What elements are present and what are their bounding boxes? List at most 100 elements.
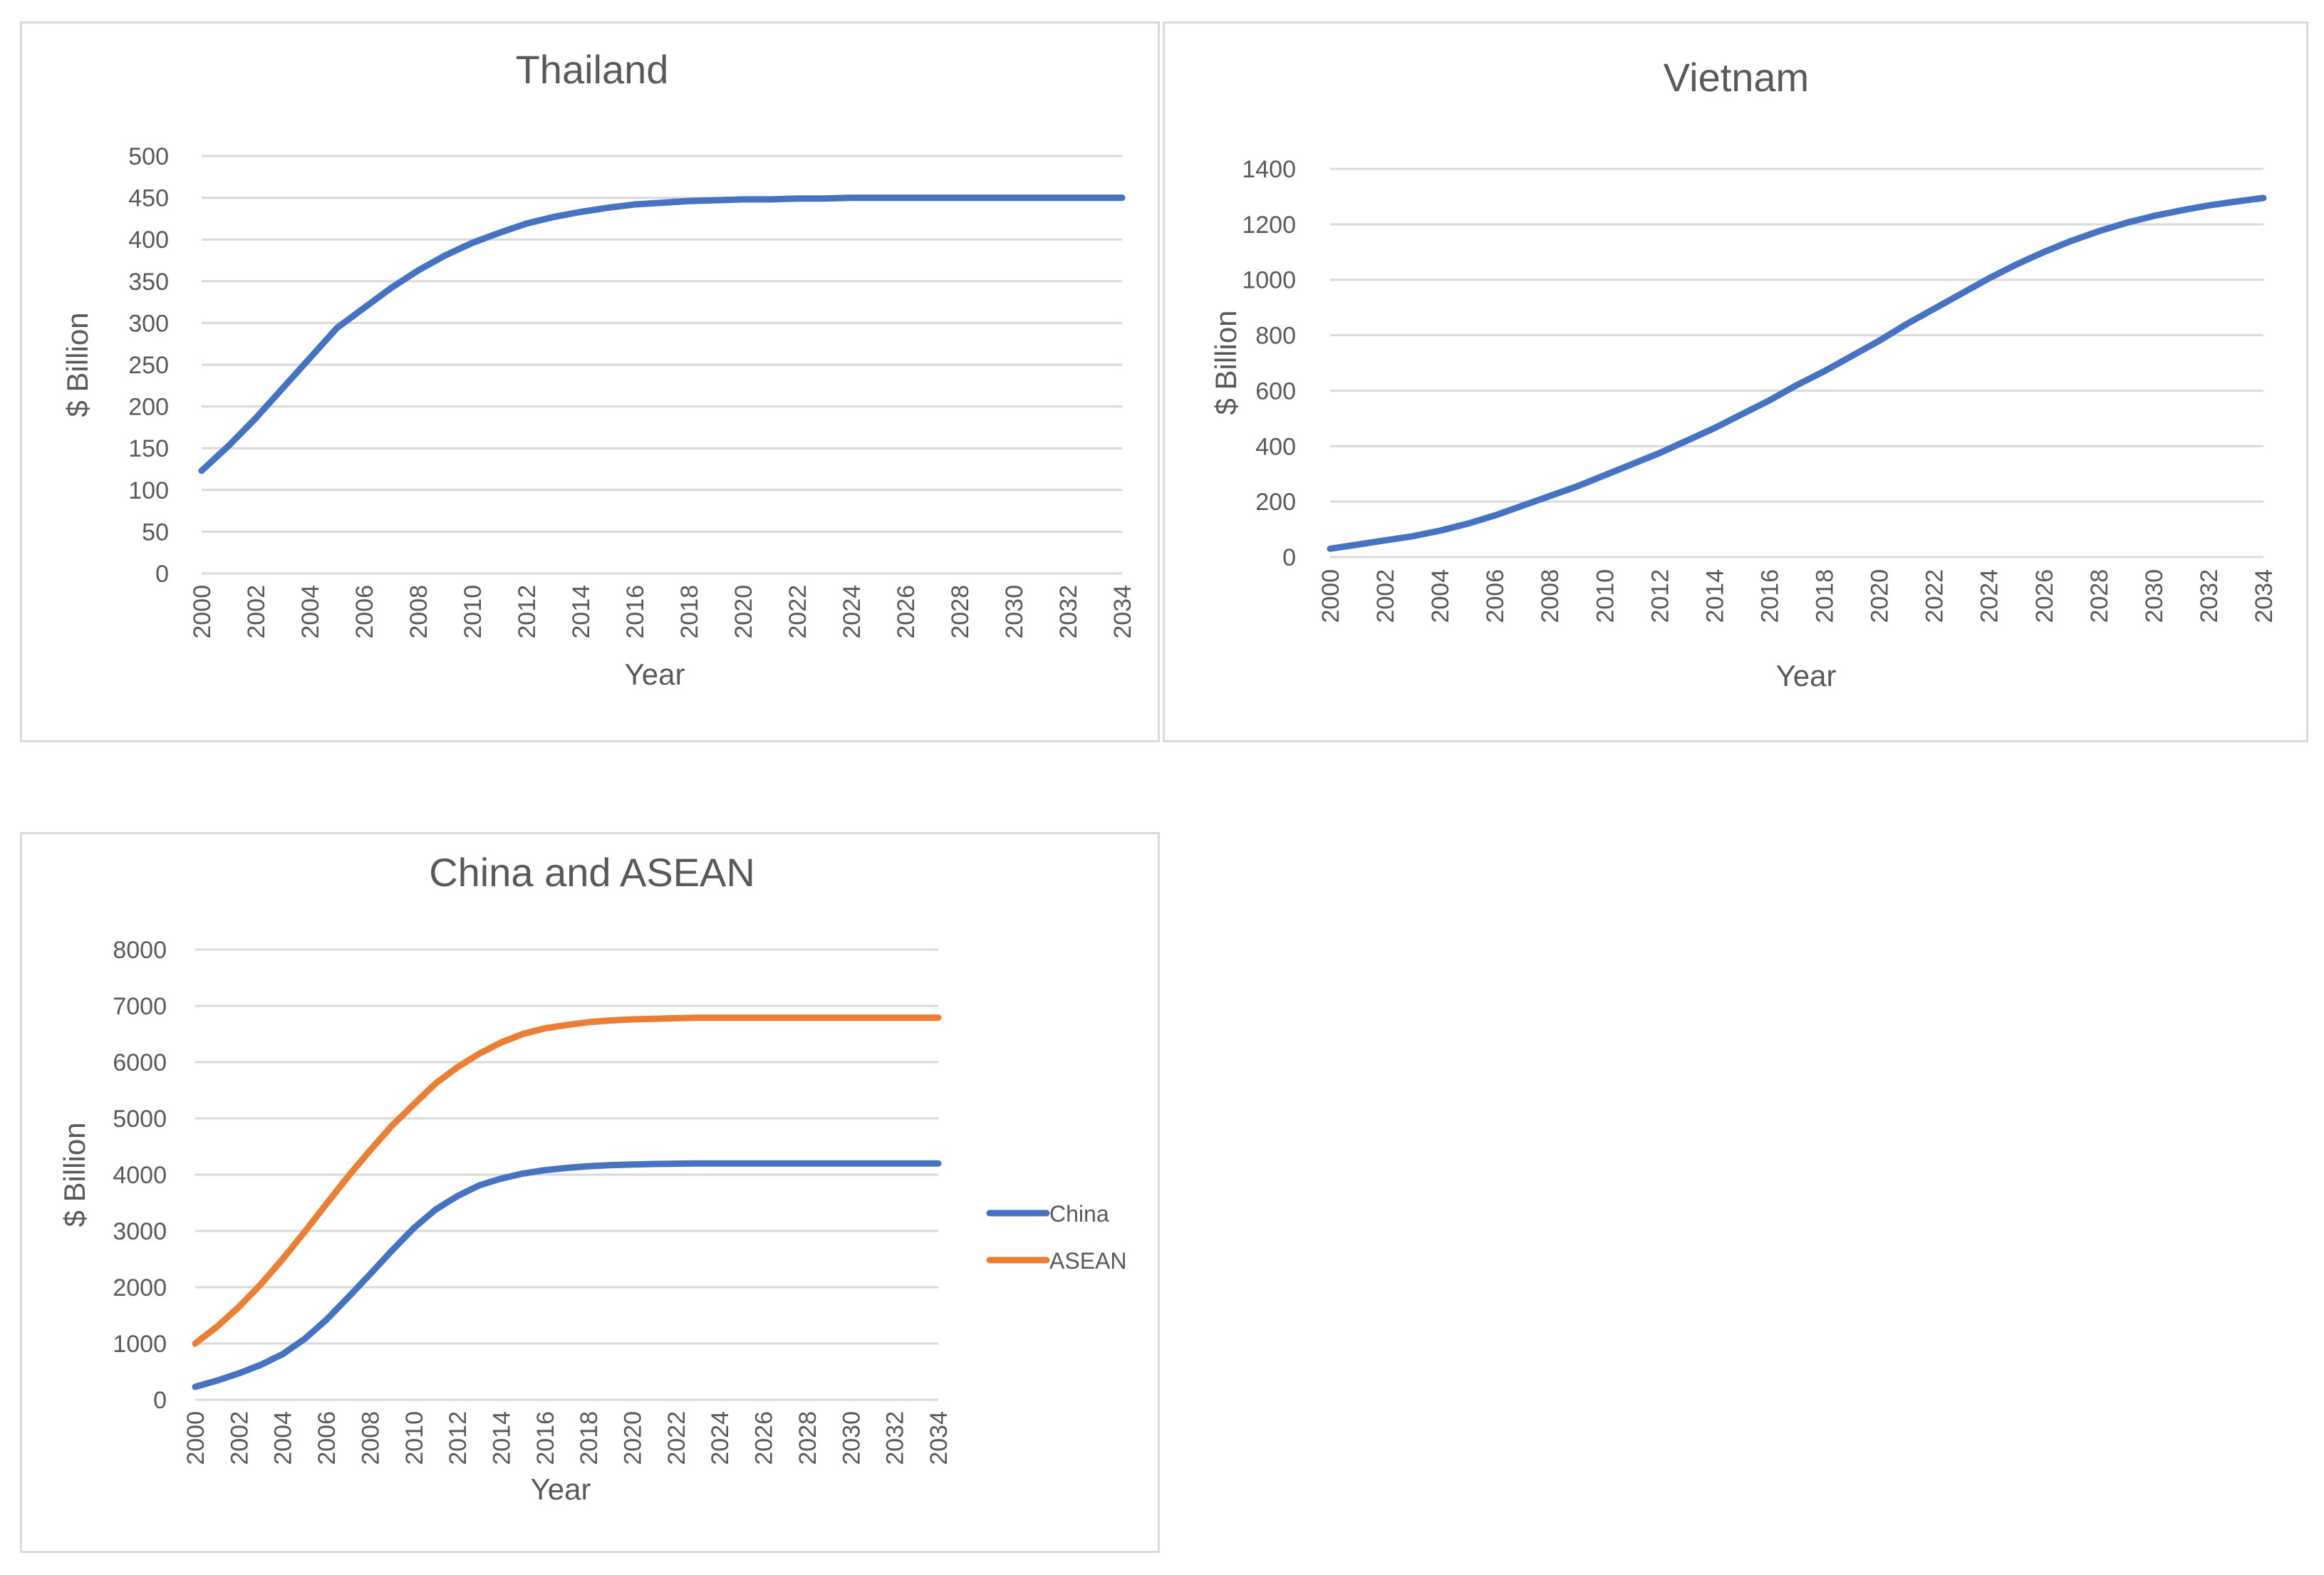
y-tick-label: 200 xyxy=(128,394,169,421)
x-tick-label: 2020 xyxy=(730,585,757,639)
x-tick-label: 2022 xyxy=(663,1411,690,1465)
x-tick-label: 2030 xyxy=(2141,569,2168,623)
y-axis-title: $ Billion xyxy=(1209,310,1243,415)
x-tick-label: 2012 xyxy=(445,1411,472,1465)
x-tick-label: 2004 xyxy=(297,585,324,639)
x-axis-title: Year xyxy=(625,657,685,691)
series-line-gdp xyxy=(198,194,1126,474)
y-tick-label: 4000 xyxy=(113,1162,167,1189)
x-tick-label: 2026 xyxy=(2031,569,2058,623)
y-tick-label: 8000 xyxy=(113,937,167,964)
series-line-china xyxy=(192,1160,942,1391)
series-line-asean xyxy=(192,1014,942,1347)
chart-thailand: Thailand 0 50 100 150 200 250 300 350 400 450 500 20… xyxy=(61,47,1136,691)
x-tick-label: 2010 xyxy=(460,585,487,639)
chart-vietnam: Vietnam 0 200 400 600 800 1000 1200 1400 2000 2002… xyxy=(1209,55,2278,692)
y-tick-label: 150 xyxy=(128,435,169,462)
y-tick-label: 1200 xyxy=(1242,212,1296,239)
x-tick-label: 2024 xyxy=(1976,569,2003,623)
y-tick-label: 2000 xyxy=(113,1274,167,1301)
x-tick-label: 2002 xyxy=(243,585,270,639)
chart-panel-vietnam: Vietnam 0 200 400 600 800 1000 1200 1400 2000 2002… xyxy=(1163,21,2308,742)
x-tick-label: 2020 xyxy=(620,1411,647,1465)
y-tick-label: 0 xyxy=(155,561,169,588)
x-tick-label: 2018 xyxy=(1812,569,1839,623)
x-tick-label: 2022 xyxy=(1921,569,1949,623)
x-tick-label: 2024 xyxy=(839,585,866,639)
series-line-gdp xyxy=(1327,194,2267,552)
x-tick-label: 2010 xyxy=(1592,569,1619,623)
y-tick-label: 1000 xyxy=(1242,267,1296,294)
x-tick-label: 2016 xyxy=(622,585,649,639)
x-tick-label: 2004 xyxy=(270,1411,297,1465)
x-tick-label: 2024 xyxy=(707,1411,734,1465)
y-tick-label: 1000 xyxy=(113,1331,167,1358)
chart-title: Thailand xyxy=(516,47,669,92)
y-tick-label: 800 xyxy=(1255,323,1296,350)
x-tick-label: 2002 xyxy=(226,1411,253,1465)
x-tick-label: 2028 xyxy=(794,1411,821,1465)
y-tick-label: 300 xyxy=(128,310,169,337)
y-tick-label: 400 xyxy=(1255,433,1296,460)
y-tick-label: 0 xyxy=(1282,544,1296,571)
x-tick-label: 2014 xyxy=(568,585,595,639)
x-tick-label: 2008 xyxy=(357,1411,384,1465)
x-tick-label: 2018 xyxy=(676,585,703,639)
x-tick-label: 2020 xyxy=(1867,569,1894,623)
y-tick-label: 400 xyxy=(128,227,169,254)
x-tick-label: 2008 xyxy=(1537,569,1564,623)
y-tick-label: 6000 xyxy=(113,1049,167,1076)
chart-title: Vietnam xyxy=(1664,55,1809,100)
x-tick-label: 2016 xyxy=(1756,569,1783,623)
x-tick-label: 2000 xyxy=(182,1411,209,1465)
x-tick-label: 2000 xyxy=(189,585,216,639)
chart-panel-china-asean: China and ASEAN 0 1000 2000 3000 4000 5000 6000… xyxy=(20,832,1160,1553)
x-tick-label: 2006 xyxy=(313,1411,341,1465)
y-tick-label: 50 xyxy=(142,519,169,546)
y-tick-label: 3000 xyxy=(113,1218,167,1245)
x-tick-label: 2026 xyxy=(751,1411,778,1465)
x-tick-label: 2034 xyxy=(1109,585,1136,639)
x-tick-label: 2034 xyxy=(925,1411,953,1465)
x-tick-label: 2034 xyxy=(2251,569,2278,623)
y-tick-label: 100 xyxy=(128,477,169,504)
y-tick-label: 0 xyxy=(153,1387,167,1414)
x-tick-label: 2030 xyxy=(1001,585,1028,639)
y-tick-label: 200 xyxy=(1255,489,1296,516)
y-tick-label: 7000 xyxy=(113,993,167,1020)
x-tick-label: 2008 xyxy=(405,585,432,639)
y-tick-label: 450 xyxy=(128,185,169,212)
x-axis-title: Year xyxy=(1776,659,1837,692)
y-axis-title: $ Billion xyxy=(61,312,94,417)
chart-panel-thailand: Thailand 0 50 100 150 200 250 300 350 400 450 500 20… xyxy=(20,21,1160,742)
chart-china-asean: China and ASEAN 0 1000 2000 3000 4000 5000 6000… xyxy=(58,850,1126,1506)
legend-label-china: China xyxy=(1049,1201,1109,1227)
x-tick-label: 2012 xyxy=(514,585,541,639)
x-tick-label: 2006 xyxy=(351,585,378,639)
x-tick-label: 2010 xyxy=(401,1411,428,1465)
x-tick-label: 2004 xyxy=(1427,569,1454,623)
x-tick-label: 2012 xyxy=(1646,569,1674,623)
y-tick-label: 350 xyxy=(128,269,169,296)
y-tick-label: 5000 xyxy=(113,1106,167,1133)
y-tick-label: 500 xyxy=(128,143,169,170)
x-tick-label: 2022 xyxy=(784,585,811,639)
x-tick-label: 2016 xyxy=(532,1411,559,1465)
x-tick-label: 2026 xyxy=(893,585,920,639)
y-axis-title: $ Billion xyxy=(58,1122,91,1227)
x-tick-label: 2000 xyxy=(1317,569,1344,623)
x-tick-label: 2014 xyxy=(1701,569,1728,623)
x-tick-label: 2030 xyxy=(838,1411,865,1465)
chart-title: China and ASEAN xyxy=(429,850,755,895)
x-tick-label: 2002 xyxy=(1372,569,1399,623)
legend-label-asean: ASEAN xyxy=(1049,1248,1126,1274)
x-axis-title: Year xyxy=(531,1472,591,1506)
y-tick-label: 250 xyxy=(128,352,169,379)
x-tick-label: 2018 xyxy=(576,1411,603,1465)
y-tick-label: 1400 xyxy=(1242,156,1296,183)
x-tick-label: 2032 xyxy=(1055,585,1082,639)
x-tick-label: 2032 xyxy=(882,1411,909,1465)
x-tick-label: 2028 xyxy=(2086,569,2113,623)
x-tick-label: 2028 xyxy=(947,585,974,639)
y-tick-label: 600 xyxy=(1255,378,1296,405)
